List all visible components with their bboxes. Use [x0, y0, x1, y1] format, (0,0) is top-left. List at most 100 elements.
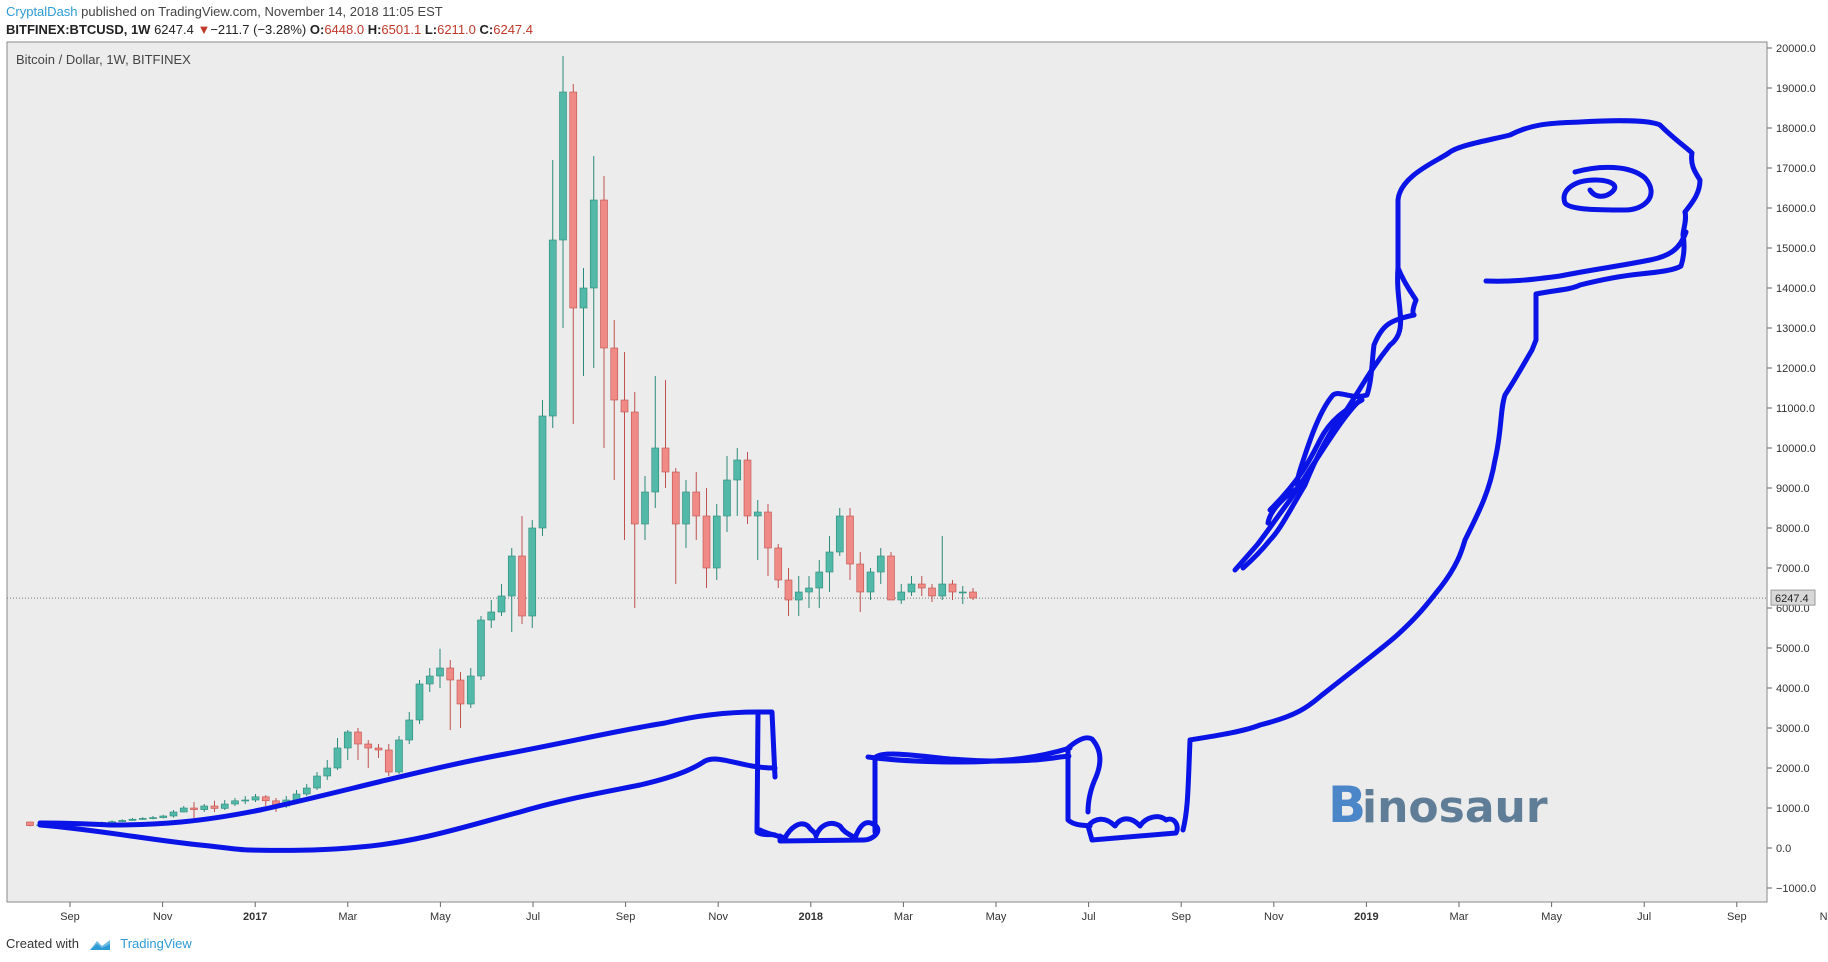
candle-up	[805, 587, 813, 593]
y-tick-label: 0.0	[1776, 843, 1791, 855]
candle-up	[866, 571, 875, 593]
y-tick-label: 6000.0	[1776, 603, 1810, 615]
candle-down	[364, 743, 373, 749]
dino-eye	[1561, 164, 1654, 213]
candle-down	[446, 667, 455, 681]
candle-up	[405, 719, 414, 741]
x-tick-label: Jul	[1082, 911, 1096, 923]
y-tick-label: 17000.0	[1776, 163, 1816, 175]
candle-down	[374, 747, 383, 751]
x-tick-label: May	[1541, 911, 1562, 923]
high-label: H:	[367, 22, 382, 37]
binosaur-watermark: B inosaur	[1328, 776, 1548, 834]
candle-up	[507, 555, 516, 597]
dino-neck-back	[1240, 265, 1404, 571]
candle-down	[846, 515, 854, 565]
candle-up	[415, 683, 424, 721]
candle-up	[179, 807, 188, 813]
dinosaur-drawing	[37, 118, 1703, 853]
candle-up	[466, 675, 475, 705]
candle-up	[497, 595, 506, 613]
candle-up	[159, 815, 168, 818]
candle-up	[138, 818, 147, 820]
y-tick-label: 13000.0	[1776, 323, 1816, 335]
candle-up	[395, 739, 403, 773]
y-tick-label: 9000.0	[1776, 483, 1810, 495]
plot-area[interactable]	[6, 41, 1768, 903]
candle-up	[343, 731, 352, 749]
y-tick-label: 15000.0	[1776, 243, 1816, 255]
ohlc-legend: BITFINEX:BTCUSD, 1W 6247.4 ▼−211.7 (−3.2…	[6, 22, 533, 37]
x-tick-label: May	[986, 911, 1007, 923]
candle-up	[487, 611, 496, 621]
candle-up	[815, 571, 824, 589]
symbol-label: BITFINEX:BTCUSD, 1W	[6, 22, 151, 37]
candle-down	[384, 749, 393, 773]
y-tick-label: 5000.0	[1776, 643, 1810, 655]
y-tick-label: 20000.0	[1776, 43, 1816, 55]
x-tick-label: May	[430, 911, 451, 923]
x-tick-label: Sep	[1171, 911, 1191, 923]
candle-up	[528, 527, 537, 617]
published-text: published on TradingView.com, November 1…	[81, 4, 443, 19]
candle-up	[251, 796, 260, 801]
candle-up	[876, 555, 885, 573]
y-tick-label: 1000.0	[1776, 803, 1810, 815]
candle-up	[641, 491, 649, 525]
y-tick-label: 18000.0	[1776, 123, 1816, 135]
candle-down	[917, 583, 926, 589]
y-tick-label: 16000.0	[1776, 203, 1816, 215]
tradingview-logo-icon	[89, 939, 110, 950]
x-tick-label: 2019	[1354, 911, 1378, 923]
tradingview-link[interactable]: TradingView	[120, 936, 192, 951]
candle-down	[456, 679, 465, 705]
candle-up	[200, 805, 209, 810]
candle-up	[958, 591, 967, 594]
candle-down	[518, 555, 526, 617]
candle-up	[169, 811, 178, 817]
candle-down	[743, 459, 752, 517]
dino-head	[1395, 118, 1703, 318]
x-tick-label: Jul	[1637, 911, 1651, 923]
dino-mouth	[1483, 229, 1689, 284]
dino-spike-1	[1232, 398, 1362, 573]
price-axis[interactable]: 20000.0 19000.0 18000.0 17000.0 16000.0 15000…	[1767, 43, 1816, 895]
watermark-text: inosaur	[1362, 782, 1548, 833]
open-value: 6448.0	[324, 22, 365, 37]
candle-down	[190, 807, 198, 810]
y-tick-label: 12000.0	[1776, 363, 1816, 375]
dino-chest	[1180, 209, 1689, 833]
candle-up	[313, 775, 321, 789]
high-value: 6501.1	[381, 22, 422, 37]
last-price: 6247.4	[154, 22, 194, 37]
x-tick-label: Sep	[1727, 911, 1747, 923]
x-tick-label: Sep	[616, 911, 636, 923]
y-tick-label: 3000.0	[1776, 723, 1810, 735]
candle-up	[825, 551, 834, 573]
time-axis[interactable]: Sep Nov 2017 Mar May Jul Sep Nov 2018 Mar May Jul Se…	[60, 902, 1828, 923]
candle-up	[794, 591, 803, 601]
candle-up	[733, 459, 742, 481]
dino-belly-outline	[37, 756, 778, 853]
y-tick-label: 14000.0	[1776, 283, 1816, 295]
x-tick-label: Jul	[526, 911, 540, 923]
candle-down	[354, 731, 362, 745]
x-tick-label: 2018	[799, 911, 823, 923]
publish-info: CryptalDash published on TradingView.com…	[6, 4, 443, 19]
candle-down	[610, 347, 619, 401]
candle-up	[938, 583, 947, 597]
candle-up	[723, 479, 731, 517]
author-link[interactable]: CryptalDash	[6, 4, 78, 19]
y-tick-label: −1000.0	[1776, 883, 1816, 895]
dino-foot-2	[1085, 814, 1180, 843]
candle-up	[712, 515, 721, 569]
x-tick-label: Mar	[338, 911, 357, 923]
candle-up	[128, 818, 137, 821]
candle-up	[118, 820, 127, 822]
y-tick-label: 19000.0	[1776, 83, 1816, 95]
candle-up	[231, 800, 239, 805]
y-tick-label: 7000.0	[1776, 563, 1810, 575]
y-tick-label: 2000.0	[1776, 763, 1810, 775]
candle-down	[784, 579, 793, 601]
